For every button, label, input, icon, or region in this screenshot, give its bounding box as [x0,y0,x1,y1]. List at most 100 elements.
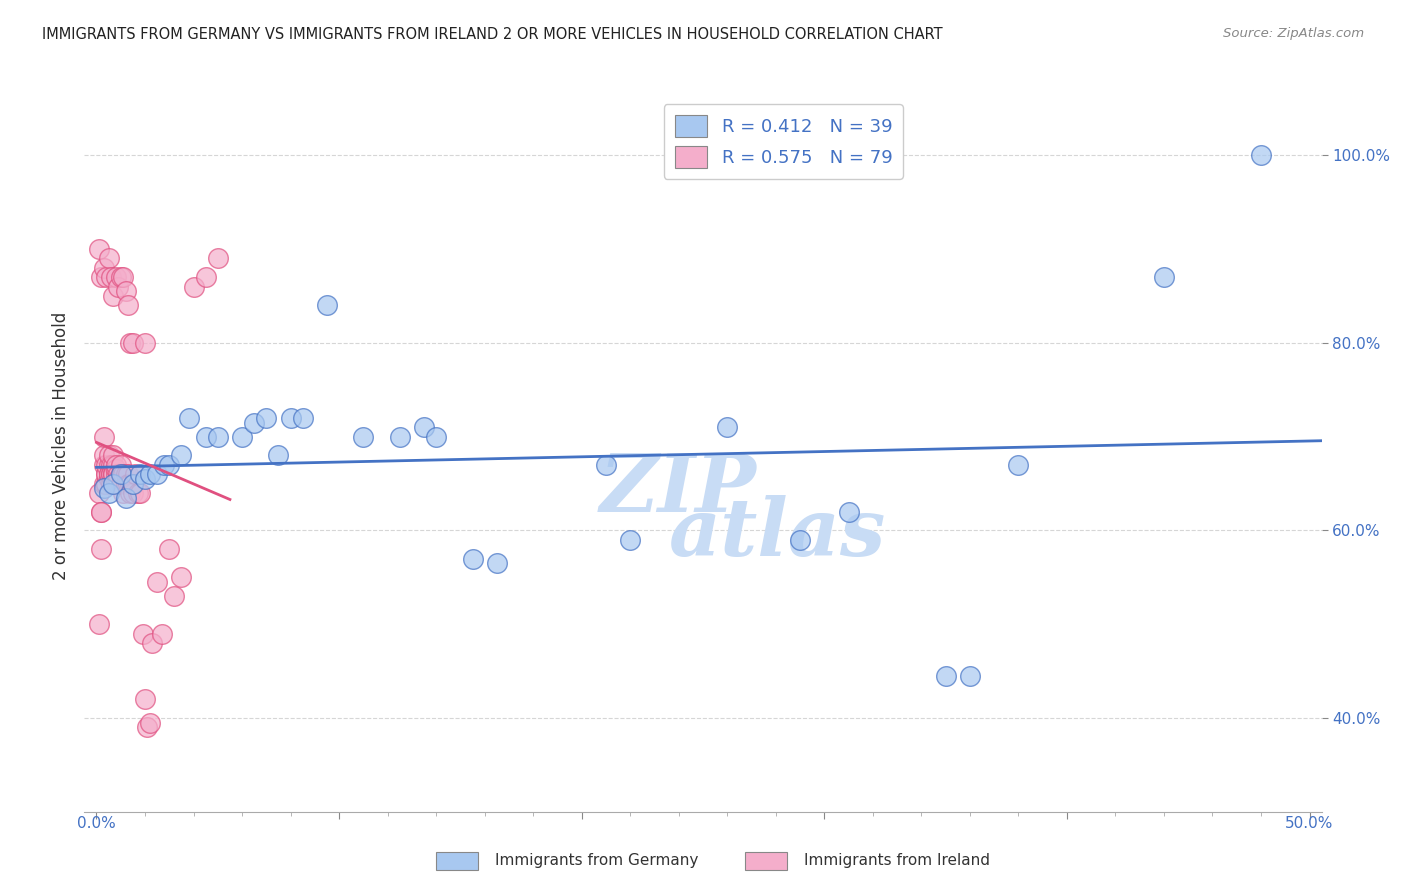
Point [90,505,112,519]
Point [103,476,125,491]
Point [104,462,127,476]
Point [100,467,122,482]
Text: IMMIGRANTS FROM GERMANY VS IMMIGRANTS FROM IRELAND 2 OR MORE VEHICLES IN HOUSEHO: IMMIGRANTS FROM GERMANY VS IMMIGRANTS FR… [42,27,943,42]
Point [114,467,136,482]
Point [122,476,145,491]
Point [1250,148,1272,162]
Point [1153,270,1175,285]
Point [87,242,110,256]
Point [90,542,112,557]
Point [170,449,193,463]
Point [100,458,122,472]
Point [134,335,156,350]
Point [110,270,132,285]
Point [425,429,447,443]
Point [157,458,180,472]
Point [114,476,136,491]
Point [104,458,127,472]
Point [90,505,112,519]
Point [157,542,180,557]
Point [183,279,205,293]
Point [103,458,125,472]
Point [120,476,142,491]
Point [96,476,118,491]
Point [87,486,110,500]
Point [103,467,125,482]
Point [134,692,156,706]
Point [194,270,217,285]
Point [104,270,127,285]
Point [352,429,374,443]
Point [93,260,115,275]
Point [959,669,981,683]
Point [127,486,149,500]
Point [107,472,129,486]
Point [107,279,129,293]
Point [103,289,125,303]
Text: Immigrants from Ireland: Immigrants from Ireland [804,854,990,868]
Point [112,467,135,482]
Point [267,449,290,463]
Point [93,481,115,495]
Point [97,458,120,472]
Point [388,429,411,443]
Point [243,416,266,430]
Point [316,298,339,312]
Point [96,467,118,482]
Point [207,429,229,443]
Point [97,472,120,486]
Point [163,589,186,603]
Point [485,556,508,570]
Point [96,270,118,285]
Point [114,491,136,505]
Point [120,486,142,500]
Point [1007,458,1029,472]
Point [107,467,129,482]
Point [112,270,135,285]
Text: 0.0%: 0.0% [77,816,115,831]
Point [413,420,436,434]
Point [716,420,738,434]
Point [291,410,314,425]
Point [231,429,253,443]
Point [100,270,122,285]
Point [97,486,120,500]
Point [280,410,302,425]
Point [103,449,125,463]
Point [117,298,139,312]
Point [170,570,193,584]
Text: 50.0%: 50.0% [1285,816,1334,831]
Point [100,476,122,491]
Point [254,410,277,425]
Point [129,486,152,500]
Point [107,476,129,491]
Point [117,467,139,482]
Point [129,467,152,482]
Text: Source: ZipAtlas.com: Source: ZipAtlas.com [1223,27,1364,40]
Text: Immigrants from Germany: Immigrants from Germany [495,854,699,868]
Point [194,429,217,443]
Point [100,467,122,482]
Point [120,335,142,350]
Text: atlas: atlas [668,495,886,573]
Point [141,636,163,650]
Y-axis label: 2 or more Vehicles in Household: 2 or more Vehicles in Household [52,312,70,580]
Point [207,252,229,266]
Point [134,472,156,486]
Point [935,669,957,683]
Point [87,617,110,632]
Point [117,476,139,491]
Point [110,467,132,482]
Legend: R = 0.412   N = 39, R = 0.575   N = 79: R = 0.412 N = 39, R = 0.575 N = 79 [664,104,903,178]
Point [619,533,641,547]
Point [789,533,811,547]
Point [595,458,617,472]
Point [103,467,125,482]
Point [93,476,115,491]
Point [122,335,145,350]
Point [124,467,146,482]
Point [146,467,169,482]
Point [96,467,118,482]
Point [110,467,132,482]
Point [122,476,145,491]
